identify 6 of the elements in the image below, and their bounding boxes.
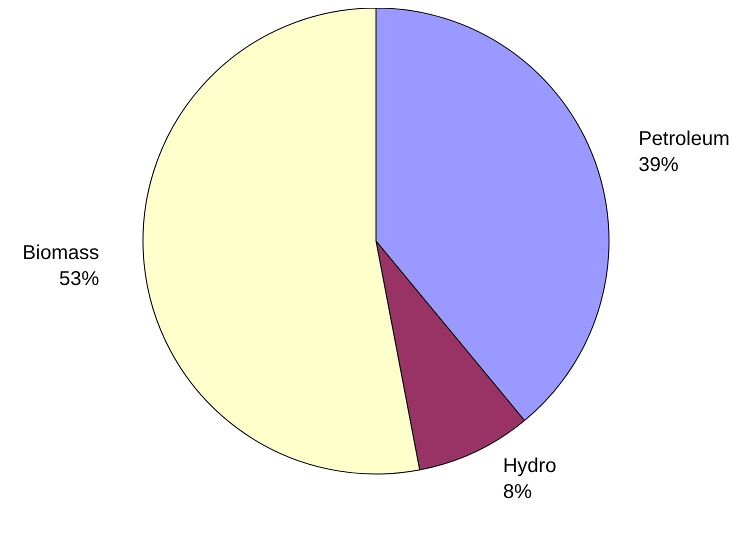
slice-label: Biomass	[22, 242, 100, 264]
data-label: 39%	[638, 154, 679, 176]
data-label: 53%	[59, 268, 100, 290]
data-label: 8%	[502, 480, 532, 503]
slice-label: Hydro	[502, 454, 556, 477]
slice-label: Petroleum	[638, 128, 730, 150]
